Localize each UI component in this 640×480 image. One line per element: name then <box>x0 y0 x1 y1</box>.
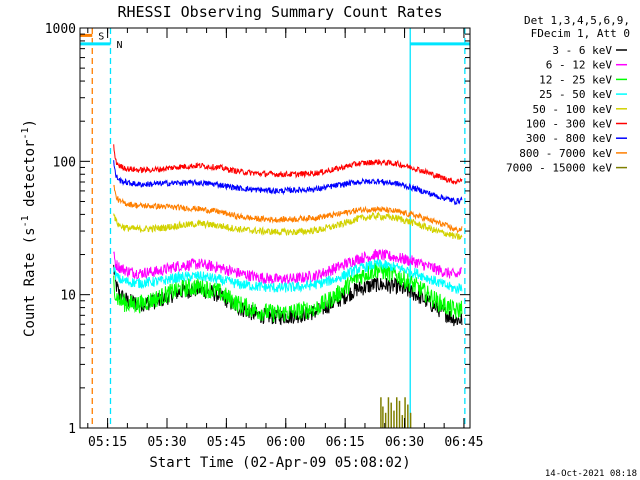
series-line <box>113 211 463 240</box>
legend-label: 50 - 100 keV <box>533 103 613 116</box>
flag-label: N <box>116 40 122 51</box>
x-axis-label: Start Time (02-Apr-09 05:08:02) <box>149 455 410 471</box>
y-tick-label: 100 <box>53 155 76 170</box>
series-line <box>113 184 463 234</box>
legend-label: 7000 - 15000 keV <box>506 162 612 175</box>
series-line <box>113 160 463 206</box>
x-tick-label: 05:30 <box>147 435 186 450</box>
flag-label: S <box>98 31 104 42</box>
legend: Det 1,3,4,5,6,9,FDecim 1, Att 0 3 - 6 keV… <box>506 14 630 175</box>
series-line <box>113 261 463 323</box>
y-axis-label: Count Rate (s-1 detector-1) <box>20 119 38 337</box>
series-line <box>113 144 463 185</box>
plot-frame <box>79 27 471 429</box>
x-tick-label: 06:00 <box>266 435 305 450</box>
x-tick-label: 06:45 <box>444 435 483 450</box>
legend-header: FDecim 1, Att 0 <box>531 27 630 40</box>
legend-label: 25 - 50 keV <box>539 88 612 101</box>
x-tick-label: 06:30 <box>385 435 424 450</box>
y-tick-label: 1000 <box>45 22 76 37</box>
y-tick-label: 1 <box>68 422 76 437</box>
y-tick-label: 10 <box>60 289 76 304</box>
x-tick-label: 05:45 <box>207 435 246 450</box>
x-tick-label: 05:15 <box>88 435 127 450</box>
legend-header: Det 1,3,4,5,6,9, <box>524 14 630 27</box>
legend-label: 6 - 12 keV <box>546 59 613 72</box>
legend-label: 100 - 300 keV <box>526 118 612 131</box>
series-line <box>113 264 463 327</box>
chart-title: RHESSI Observing Summary Count Rates <box>117 3 442 21</box>
legend-label: 300 - 800 keV <box>526 132 612 145</box>
series-line <box>113 259 463 295</box>
footer-timestamp: 14-Oct-2021 08:18 <box>545 469 637 479</box>
legend-label: 12 - 25 keV <box>539 73 612 86</box>
x-tick-label: 06:15 <box>326 435 365 450</box>
legend-label: 3 - 6 keV <box>552 44 612 57</box>
series-line <box>113 248 463 285</box>
legend-label: 800 - 7000 keV <box>519 147 612 160</box>
